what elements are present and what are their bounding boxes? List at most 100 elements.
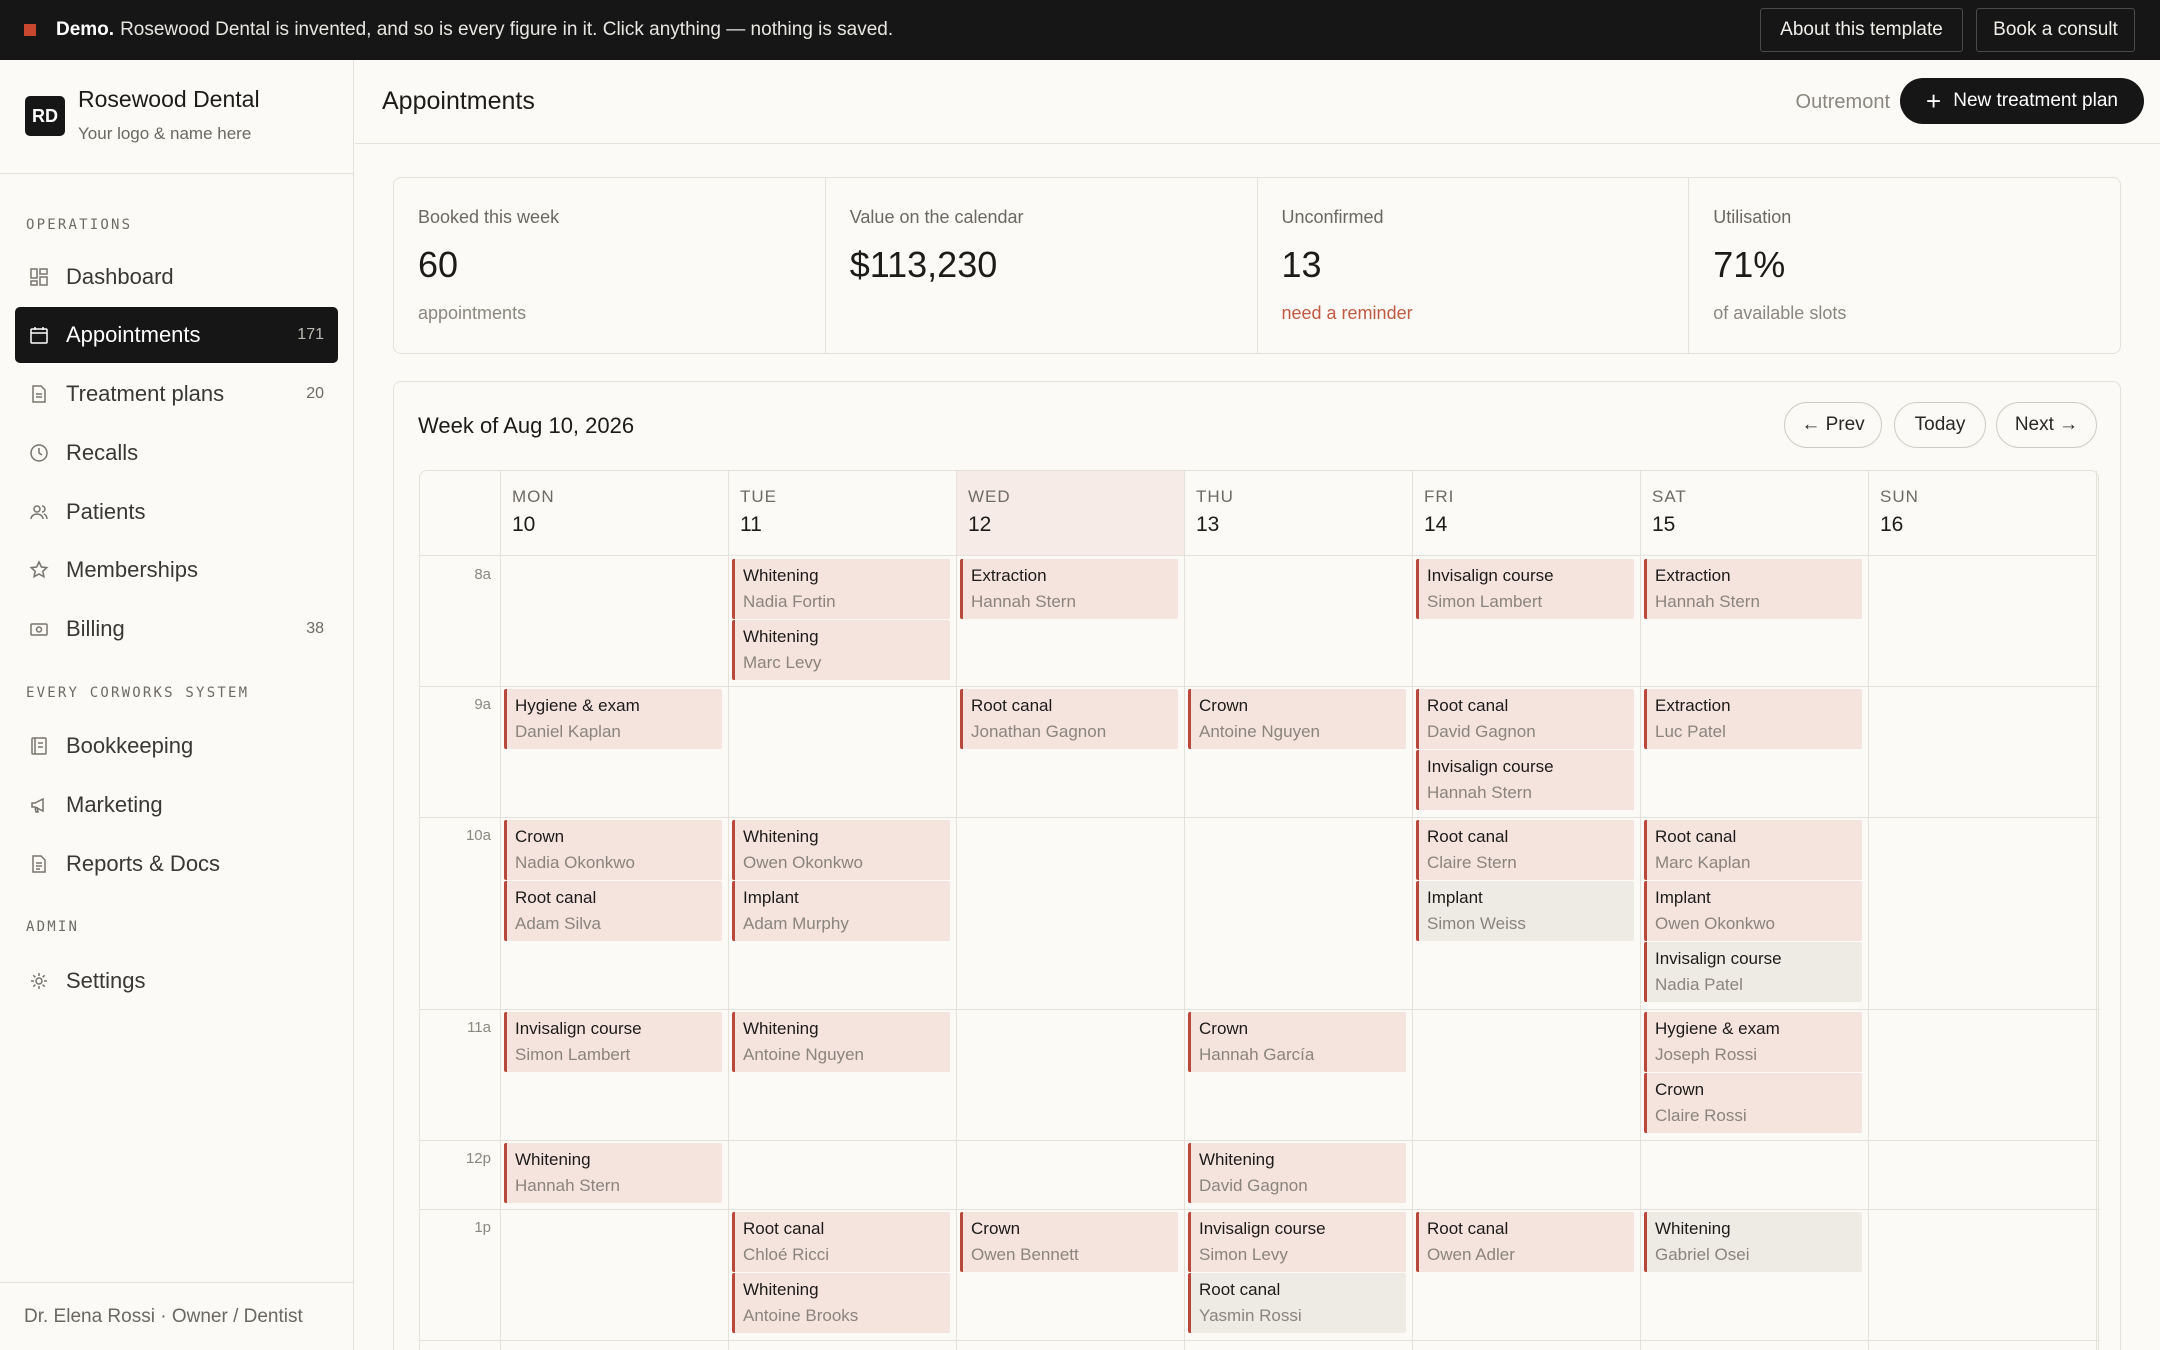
stat-booked: Booked this week 60 appointments bbox=[394, 178, 826, 353]
appointment-card[interactable]: Whitening Hannah Stern bbox=[504, 1143, 722, 1203]
sidebar-item-reports-docs[interactable]: Reports & Docs bbox=[15, 836, 338, 892]
appointment-patient: Nadia Patel bbox=[1655, 975, 1743, 994]
day-name: WED bbox=[968, 487, 1011, 506]
day-header-fri[interactable]: FRI 14 bbox=[1413, 471, 1641, 556]
sidebar-item-bookkeeping[interactable]: Bookkeeping bbox=[15, 718, 338, 774]
location-selector[interactable]: Outremont bbox=[1795, 91, 1890, 113]
day-date: 12 bbox=[968, 513, 992, 536]
stat-label: Value on the calendar bbox=[849, 207, 1024, 227]
appointment-card[interactable]: Invisalign course Simon Lambert bbox=[504, 1012, 722, 1072]
appointment-card[interactable]: Root canal Jonathan Gagnon bbox=[960, 689, 1178, 749]
appointment-type: Root canal bbox=[1655, 827, 1737, 846]
hour-label: 12p bbox=[465, 1150, 491, 1167]
day-header-mon[interactable]: MON 10 bbox=[501, 471, 729, 556]
day-date: 16 bbox=[1880, 513, 1904, 536]
stat-sub: of available slots bbox=[1713, 303, 1847, 323]
appointment-card[interactable]: Hygiene & exam Daniel Kaplan bbox=[504, 689, 722, 749]
appointment-card[interactable]: Whitening Gabriel Osei bbox=[1644, 1212, 1862, 1272]
next-week-button[interactable]: Next → bbox=[1996, 402, 2097, 448]
appointment-card[interactable]: Extraction Hannah Stern bbox=[1644, 559, 1862, 619]
sidebar-item-billing[interactable]: Billing 38 bbox=[15, 601, 338, 657]
appointment-card[interactable]: Whitening Marc Levy bbox=[732, 620, 950, 680]
day-header-thu[interactable]: THU 13 bbox=[1185, 471, 1413, 556]
appointment-type: Root canal bbox=[1427, 1219, 1509, 1238]
appointment-card[interactable]: Whitening Nadia Fortin bbox=[732, 559, 950, 619]
sidebar-item-label: Treatment plans bbox=[66, 381, 225, 406]
appointment-patient: Adam Murphy bbox=[743, 914, 849, 933]
brand-name: Rosewood Dental bbox=[78, 86, 260, 112]
hour-label: 11a bbox=[467, 1019, 491, 1036]
appointment-type: Invisalign course bbox=[1427, 566, 1554, 585]
appointment-card[interactable]: Invisalign course Simon Levy bbox=[1188, 1212, 1406, 1272]
appointment-card[interactable]: Crown Owen Bennett bbox=[960, 1212, 1178, 1272]
current-user[interactable]: Dr. Elena Rossi · Owner / Dentist bbox=[0, 1282, 354, 1350]
day-header-tue[interactable]: TUE 11 bbox=[729, 471, 957, 556]
day-header-sun[interactable]: SUN 16 bbox=[1869, 471, 2097, 556]
sidebar-item-appointments[interactable]: Appointments 171 bbox=[15, 307, 338, 363]
new-treatment-plan-button[interactable]: + New treatment plan bbox=[1900, 78, 2144, 124]
appointment-card[interactable]: Whitening David Gagnon bbox=[1188, 1143, 1406, 1203]
day-header-wed[interactable]: WED 12 bbox=[957, 471, 1185, 556]
appointment-card[interactable]: Root canal Claire Stern bbox=[1416, 820, 1634, 880]
appointment-card[interactable]: Whitening Antoine Brooks bbox=[732, 1273, 950, 1333]
appointment-card[interactable]: Crown Claire Rossi bbox=[1644, 1073, 1862, 1133]
appointment-card[interactable]: Implant Simon Weiss bbox=[1416, 881, 1634, 941]
sidebar-item-dashboard[interactable]: Dashboard bbox=[15, 249, 338, 305]
sidebar-item-patients[interactable]: Patients bbox=[15, 484, 338, 540]
appointment-card[interactable]: Whitening Owen Okonkwo bbox=[732, 820, 950, 880]
sidebar-item-marketing[interactable]: Marketing bbox=[15, 777, 338, 833]
appointment-card[interactable]: Invisalign course Simon Lambert bbox=[1416, 559, 1634, 619]
stat-value: 71% bbox=[1713, 244, 1786, 285]
appointment-card[interactable]: Root canal Yasmin Rossi bbox=[1188, 1273, 1406, 1333]
appointment-card[interactable]: Implant Owen Okonkwo bbox=[1644, 881, 1862, 941]
hour-divider bbox=[420, 1209, 2100, 1210]
day-date: 11 bbox=[740, 513, 762, 536]
sidebar-item-treatment-plans[interactable]: Treatment plans 20 bbox=[15, 366, 338, 422]
sidebar-item-memberships[interactable]: Memberships bbox=[15, 542, 338, 598]
day-date: 15 bbox=[1652, 513, 1676, 536]
section-every-corworks-system: EVERY CORWORKS SYSTEM bbox=[26, 685, 250, 701]
appointment-card[interactable]: Extraction Luc Patel bbox=[1644, 689, 1862, 749]
appointment-card[interactable]: Invisalign course Hannah Stern bbox=[1416, 750, 1634, 810]
appointment-card[interactable]: Crown Nadia Okonkwo bbox=[504, 820, 722, 880]
appointment-type: Root canal bbox=[743, 1219, 825, 1238]
sidebar-item-label: Bookkeeping bbox=[66, 733, 194, 758]
day-header-sat[interactable]: SAT 15 bbox=[1641, 471, 1869, 556]
demo-text: Demo. Rosewood Dental is invented, and so… bbox=[56, 19, 894, 40]
sidebar-item-settings[interactable]: Settings bbox=[15, 953, 338, 1009]
appointment-patient: Marc Levy bbox=[743, 653, 822, 672]
appointment-card[interactable]: Whitening Antoine Nguyen bbox=[732, 1012, 950, 1072]
appointment-card[interactable]: Invisalign course Nadia Patel bbox=[1644, 942, 1862, 1002]
today-button[interactable]: Today bbox=[1894, 402, 1986, 448]
sidebar-item-label: Settings bbox=[66, 968, 146, 993]
appointment-card[interactable]: Root canal Adam Silva bbox=[504, 881, 722, 941]
appointment-card[interactable]: Hygiene & exam Joseph Rossi bbox=[1644, 1012, 1862, 1072]
day-name: FRI bbox=[1424, 487, 1455, 506]
appointment-card[interactable]: Root canal Chloé Ricci bbox=[732, 1212, 950, 1272]
stat-utilisation: Utilisation 71% of available slots bbox=[1689, 178, 2120, 353]
brand-logo[interactable]: RD bbox=[25, 96, 65, 136]
appointment-card[interactable]: Root canal Marc Kaplan bbox=[1644, 820, 1862, 880]
stat-unconfirmed: Unconfirmed 13 need a reminder bbox=[1258, 178, 1690, 353]
book-consult-button[interactable]: Book a consult bbox=[1976, 8, 2135, 52]
appointment-patient: Claire Stern bbox=[1427, 853, 1517, 872]
hour-label: 9a bbox=[474, 696, 491, 713]
stat-sub[interactable]: need a reminder bbox=[1281, 303, 1413, 323]
appointment-type: Whitening bbox=[743, 1280, 819, 1299]
dashboard-icon bbox=[28, 266, 50, 288]
appointment-patient: Hannah García bbox=[1199, 1045, 1315, 1064]
section-operations: OPERATIONS bbox=[26, 217, 133, 233]
appointment-patient: Claire Rossi bbox=[1655, 1106, 1747, 1125]
appointment-card[interactable]: Root canal David Gagnon bbox=[1416, 689, 1634, 749]
day-name: SAT bbox=[1652, 487, 1687, 506]
appointment-card[interactable]: Crown Hannah García bbox=[1188, 1012, 1406, 1072]
sidebar-item-recalls[interactable]: Recalls bbox=[15, 425, 338, 481]
appointment-card[interactable]: Root canal Owen Adler bbox=[1416, 1212, 1634, 1272]
appointment-card[interactable]: Extraction Hannah Stern bbox=[960, 559, 1178, 619]
appointment-card[interactable]: Crown Antoine Nguyen bbox=[1188, 689, 1406, 749]
brand: RD Rosewood Dental Your logo & name here bbox=[0, 60, 353, 174]
prev-week-button[interactable]: ← Prev bbox=[1784, 402, 1882, 448]
about-template-button[interactable]: About this template bbox=[1760, 8, 1963, 52]
appointment-patient: Antoine Nguyen bbox=[743, 1045, 864, 1064]
appointment-card[interactable]: Implant Adam Murphy bbox=[732, 881, 950, 941]
